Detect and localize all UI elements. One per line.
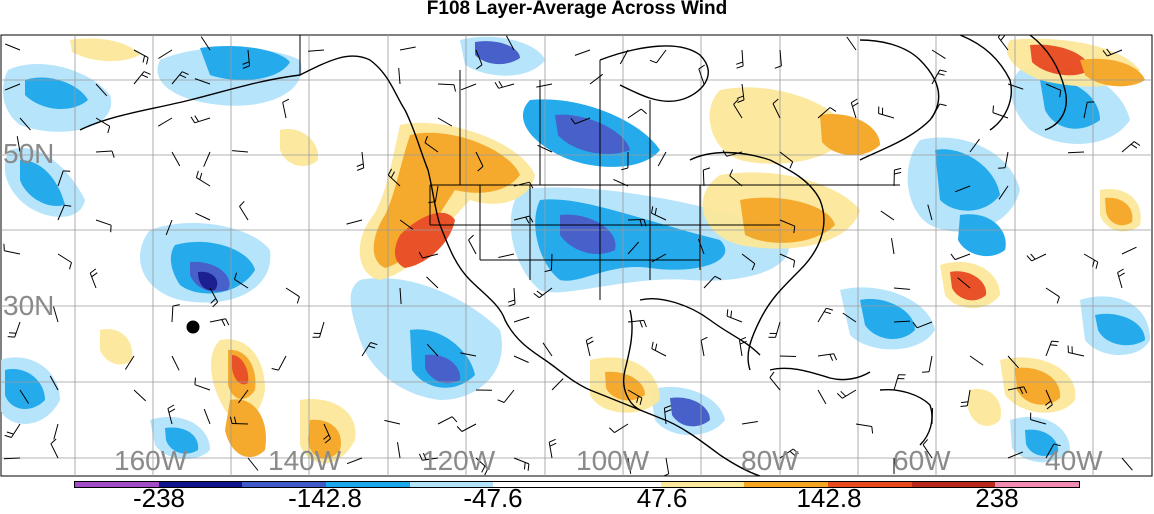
wind-barb-feather [727, 309, 728, 316]
wind-barb-feather [922, 372, 929, 373]
wind-barb-shaft [232, 424, 248, 425]
wind-barb-feather [8, 337, 15, 338]
lon-label-100w: 100W [576, 445, 649, 477]
location-marker [187, 321, 200, 334]
lon-label-40w: 40W [1045, 445, 1103, 477]
wind-barb-shaft [628, 220, 644, 221]
wind-barb-feather [993, 106, 994, 113]
wind-barb-shaft [932, 408, 933, 424]
colorbar-label-pos238: 238 [975, 483, 1018, 514]
lat-label-50n: 50N [3, 138, 54, 170]
colorbar-label-pos142: 142.8 [796, 483, 861, 514]
colorbar-label-neg142: -142.8 [288, 483, 362, 514]
wind-barb-shaft [703, 170, 704, 186]
lon-label-60w: 60W [893, 445, 951, 477]
wind-barb-feather [428, 202, 435, 203]
wind-barb-feather [961, 406, 968, 407]
wind-barb-feather [998, 168, 1005, 169]
wind-barb-feather [1050, 345, 1057, 346]
lon-label-120w: 120W [422, 445, 495, 477]
colorbar-label-neg47: -47.6 [463, 483, 522, 514]
lon-label-80w: 80W [741, 445, 799, 477]
lon-label-140w: 140W [268, 445, 341, 477]
colorbar [74, 481, 1080, 488]
wind-barb-shaft [4, 458, 20, 459]
colorbar-label-pos47: 47.6 [637, 483, 688, 514]
wind-barb-feather [9, 333, 16, 334]
wind-barb-shaft [780, 356, 796, 357]
wind-barb-feather [1052, 341, 1059, 342]
colorbar-label-neg238: -238 [133, 483, 185, 514]
weather-map [0, 0, 1154, 478]
lon-label-160w: 160W [114, 445, 187, 477]
wind-barb-shaft [438, 84, 454, 85]
wind-barb-feather [195, 378, 196, 385]
wind-barb-shaft [551, 254, 552, 270]
lat-label-30n: 30N [3, 290, 54, 322]
